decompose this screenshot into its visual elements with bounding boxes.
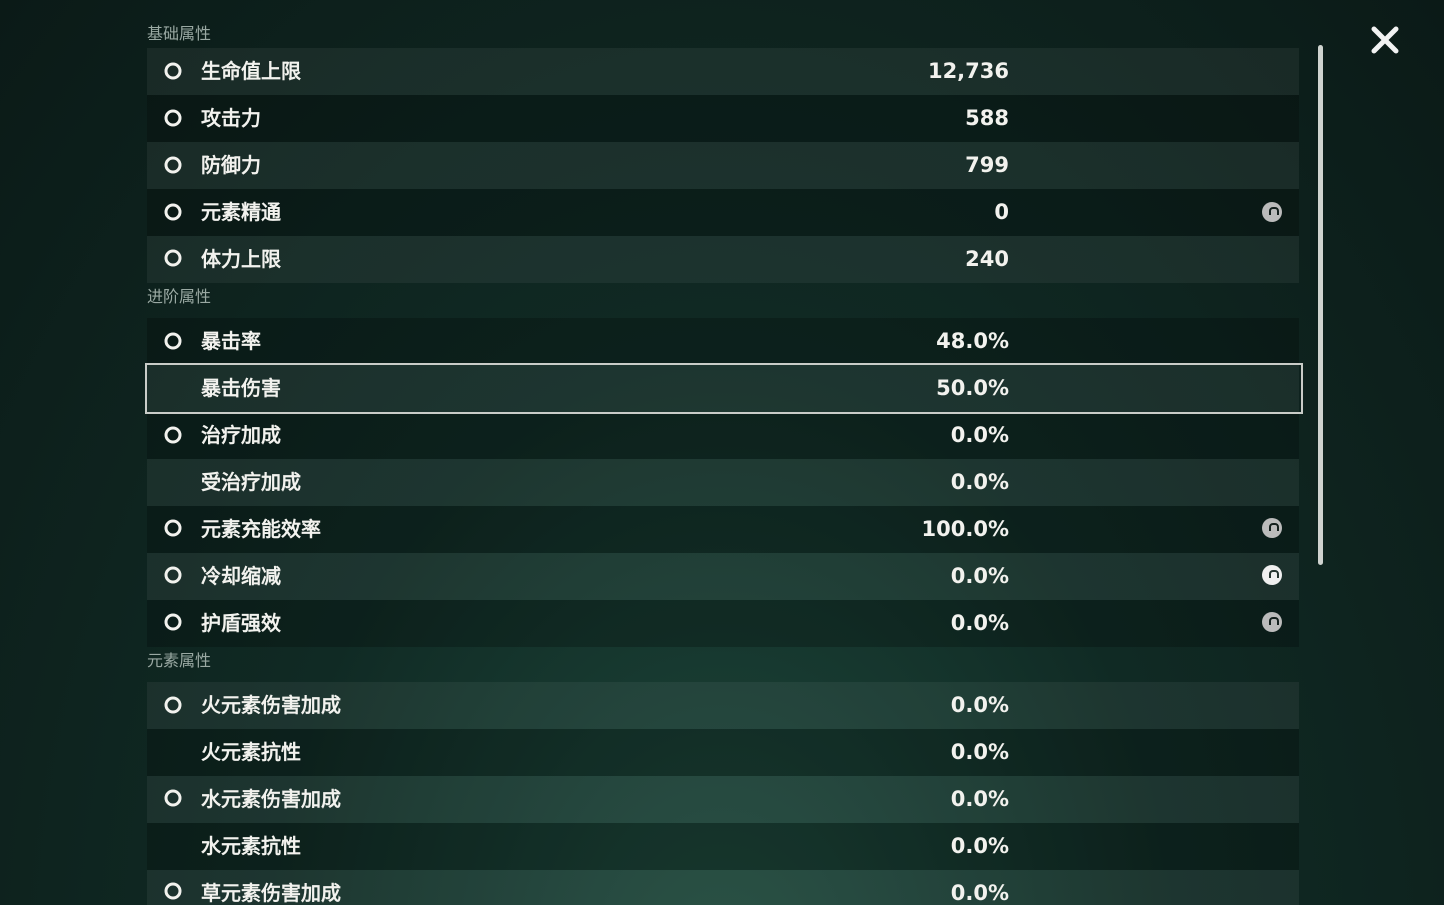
stat-icon	[164, 566, 182, 584]
stat-row: 水元素伤害加成 0.0%	[147, 776, 1299, 823]
help-icon[interactable]	[1262, 565, 1282, 585]
stat-row: 受治疗加成 0.0%	[147, 459, 1299, 506]
stat-label: 护盾强效	[201, 611, 281, 635]
stat-row: 暴击率 48.0%	[147, 318, 1299, 365]
stat-icon	[164, 613, 182, 631]
help-icon[interactable]	[1262, 202, 1282, 222]
stat-icon	[164, 62, 182, 80]
stat-label: 暴击伤害	[201, 376, 281, 400]
help-icon[interactable]	[1262, 612, 1282, 632]
stat-label: 攻击力	[201, 106, 261, 130]
stat-label: 暴击率	[201, 329, 261, 353]
stat-value: 0.0%	[950, 470, 1009, 494]
stat-icon	[164, 519, 182, 537]
close-button[interactable]	[1370, 25, 1400, 55]
stat-label: 受治疗加成	[201, 470, 301, 494]
stat-value: 12,736	[927, 59, 1009, 83]
stat-value: 0.0%	[950, 611, 1009, 635]
stat-value: 48.0%	[936, 329, 1009, 353]
help-icon[interactable]	[1262, 518, 1282, 538]
stat-value: 50.0%	[936, 376, 1009, 400]
stat-row: 攻击力 588	[147, 95, 1299, 142]
section-title: 元素属性	[147, 651, 212, 670]
stat-icon	[164, 696, 182, 714]
stat-value: 0.0%	[950, 423, 1009, 447]
stat-row: 水元素抗性 0.0%	[147, 823, 1299, 870]
stat-label: 防御力	[201, 153, 261, 177]
stat-icon	[164, 203, 182, 221]
stat-icon	[164, 332, 182, 350]
stat-value: 240	[965, 247, 1009, 271]
stat-row: 护盾强效 0.0%	[147, 600, 1299, 647]
section-title: 基础属性	[147, 24, 212, 43]
stat-label: 火元素抗性	[201, 740, 301, 764]
stat-label: 治疗加成	[201, 423, 281, 447]
stat-icon	[164, 109, 182, 127]
stat-value: 0.0%	[950, 693, 1009, 717]
scrollbar[interactable]	[1318, 45, 1323, 565]
stat-value: 588	[965, 106, 1009, 130]
stat-row: 生命值上限 12,736	[147, 48, 1299, 95]
stat-row: 防御力 799	[147, 142, 1299, 189]
stat-label: 体力上限	[201, 247, 281, 271]
stat-row: 草元素伤害加成 0.0%	[147, 870, 1299, 905]
stat-icon	[164, 789, 182, 807]
stat-value: 0.0%	[950, 881, 1009, 905]
stat-value: 100.0%	[921, 517, 1009, 541]
section-title: 进阶属性	[147, 287, 212, 306]
stat-icon	[164, 426, 182, 444]
stat-label: 水元素伤害加成	[201, 787, 341, 811]
stat-icon	[164, 249, 182, 267]
stat-row: 火元素抗性 0.0%	[147, 729, 1299, 776]
stat-value: 0.0%	[950, 740, 1009, 764]
stat-label: 水元素抗性	[201, 834, 301, 858]
stat-label: 生命值上限	[201, 59, 301, 83]
stat-label: 火元素伤害加成	[201, 693, 341, 717]
stat-icon	[164, 156, 182, 174]
stat-icon	[164, 882, 182, 900]
stat-label: 元素充能效率	[201, 517, 321, 541]
stat-row: 元素精通 0	[147, 189, 1299, 236]
stat-value: 799	[965, 153, 1009, 177]
stat-label: 冷却缩减	[201, 564, 281, 588]
stat-label: 元素精通	[201, 200, 281, 224]
stat-value: 0.0%	[950, 787, 1009, 811]
stat-label: 草元素伤害加成	[201, 881, 341, 905]
stat-row: 元素充能效率 100.0%	[147, 506, 1299, 553]
stat-value: 0	[994, 200, 1009, 224]
stat-value: 0.0%	[950, 564, 1009, 588]
stat-row: 治疗加成 0.0%	[147, 412, 1299, 459]
stat-row: 暴击伤害 50.0%	[147, 365, 1299, 412]
stat-value: 0.0%	[950, 834, 1009, 858]
stat-row: 冷却缩减 0.0%	[147, 553, 1299, 600]
stat-row: 体力上限 240	[147, 236, 1299, 283]
stat-row: 火元素伤害加成 0.0%	[147, 682, 1299, 729]
